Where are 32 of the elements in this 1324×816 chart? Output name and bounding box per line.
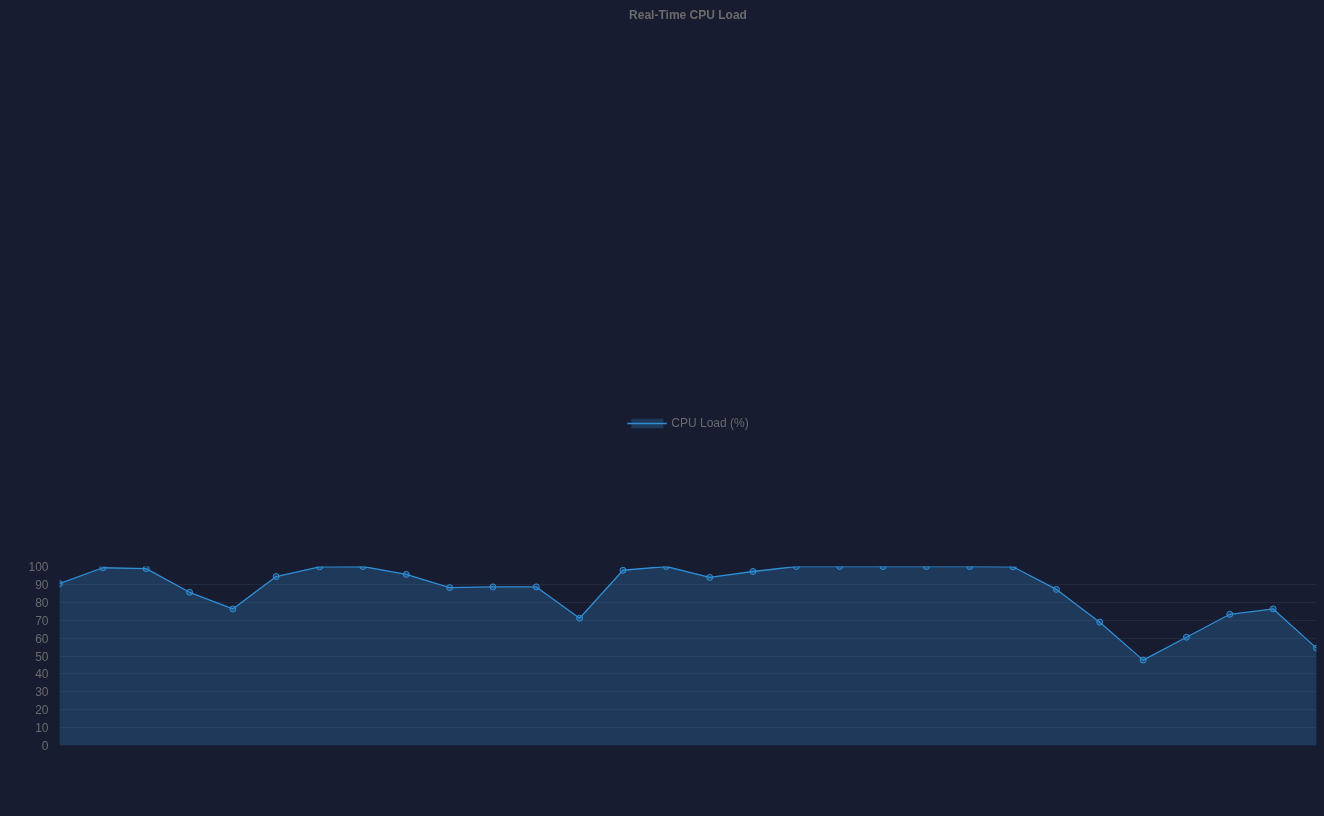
point	[229, 605, 237, 613]
chart-title: Real-Time CPU Load	[629, 7, 747, 22]
y-tick-label: 30	[35, 685, 49, 700]
y-tick-label: 70	[35, 613, 49, 628]
point	[532, 583, 540, 591]
point	[1139, 656, 1147, 664]
y-tick-label: 90	[35, 577, 49, 592]
legend-label: CPU Load (%)	[671, 415, 749, 430]
y-tick-label: 40	[35, 667, 49, 682]
point	[99, 566, 107, 572]
y-tick-label: 10	[35, 721, 49, 736]
point	[272, 573, 280, 581]
point	[142, 566, 150, 573]
y-tick-label: 0	[41, 739, 49, 753]
point	[446, 584, 454, 592]
y-tick-label: 60	[35, 631, 49, 646]
y-tick-label: 100	[28, 560, 49, 574]
point	[1226, 610, 1234, 618]
point	[1096, 618, 1104, 626]
point	[706, 573, 714, 581]
point	[576, 614, 584, 622]
point	[489, 583, 497, 591]
point	[619, 566, 627, 574]
y-tick-label: 50	[35, 649, 49, 664]
y-tick-label: 80	[35, 595, 49, 610]
point	[1269, 605, 1277, 613]
y-tick-label: 20	[35, 703, 49, 718]
point	[749, 568, 757, 576]
point	[402, 570, 410, 578]
point	[1182, 633, 1190, 641]
point	[186, 588, 194, 596]
point	[1052, 585, 1060, 593]
